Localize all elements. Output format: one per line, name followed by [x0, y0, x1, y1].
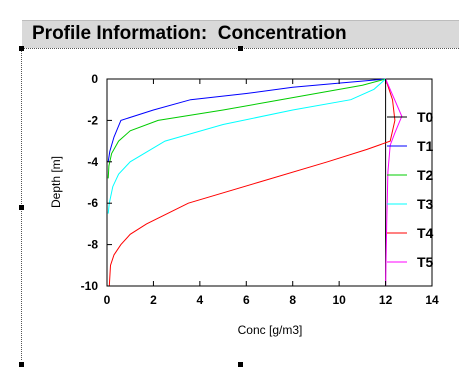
- series-line-t1: [107, 78, 386, 162]
- y-tick-label: -4: [87, 155, 98, 169]
- x-tick-label: 10: [332, 293, 346, 307]
- y-tick-label: 0: [91, 72, 98, 86]
- legend-label-t3: T3: [417, 196, 434, 212]
- y-axis-ticks: 0 -2 -4 -6 -8 -10: [81, 72, 112, 293]
- y-tick-label: -10: [81, 279, 99, 293]
- series-line-t5: [385, 78, 403, 287]
- legend-label-t1: T1: [417, 138, 434, 154]
- selection-frame-left: [21, 48, 22, 360]
- x-axis-ticks: 0 2 4 6 8 10 12 14: [104, 79, 439, 307]
- resize-handle-bottom-middle[interactable]: [238, 362, 243, 367]
- legend-label-t5: T5: [417, 254, 434, 270]
- resize-handle-top-middle[interactable]: [238, 46, 243, 51]
- resize-handle-middle-left[interactable]: [19, 205, 24, 210]
- resize-handle-top-left[interactable]: [19, 46, 24, 51]
- x-axis-label: Conc [g/m3]: [238, 323, 303, 337]
- plot-frame: [106, 78, 433, 287]
- title-bar: Profile Information: Concentration: [22, 20, 459, 48]
- y-axis-label: Depth [m]: [49, 156, 63, 208]
- x-tick-label: 6: [243, 293, 250, 307]
- plot-area: [106, 78, 433, 287]
- x-tick-label: 4: [197, 293, 204, 307]
- legend-label-t0: T0: [417, 109, 434, 125]
- resize-handle-bottom-left[interactable]: [19, 362, 24, 367]
- series-line-t2: [107, 78, 386, 179]
- legend-label-t4: T4: [417, 225, 434, 241]
- x-tick-label: 14: [425, 293, 439, 307]
- x-tick-label: 2: [150, 293, 157, 307]
- y-tick-label: -8: [87, 238, 98, 252]
- y-tick-label: -6: [87, 196, 98, 210]
- series-line-t3: [107, 78, 386, 214]
- y-tick-label: -2: [87, 113, 98, 127]
- series-layer: [107, 78, 403, 287]
- x-tick-label: 8: [289, 293, 296, 307]
- legend: T0 T1 T2 T3 T4 T5: [387, 109, 434, 270]
- x-tick-label: 0: [104, 293, 111, 307]
- x-tick-label: 12: [379, 293, 393, 307]
- chart-window-title: Profile Information: Concentration: [32, 23, 347, 44]
- legend-label-t2: T2: [417, 167, 434, 183]
- series-line-t4: [108, 78, 396, 287]
